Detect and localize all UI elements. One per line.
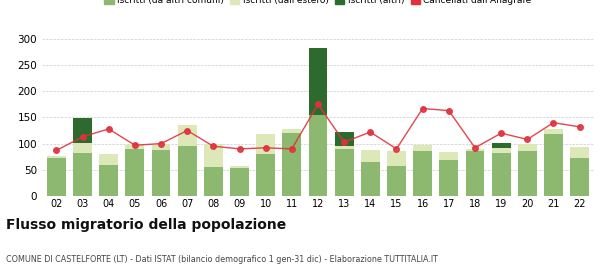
Bar (570, 158, 589, 196)
Bar (518, 144, 537, 151)
Bar (99, 154, 118, 165)
Bar (439, 152, 458, 160)
Bar (492, 143, 511, 148)
Bar (361, 162, 380, 196)
Bar (335, 146, 353, 149)
Bar (204, 167, 223, 196)
Bar (439, 160, 458, 196)
Bar (544, 134, 563, 196)
Bar (47, 158, 66, 196)
Bar (283, 133, 301, 196)
Bar (413, 151, 432, 196)
Bar (178, 146, 197, 196)
Bar (178, 125, 197, 146)
Bar (73, 143, 92, 153)
Bar (152, 144, 170, 150)
Bar (308, 48, 328, 115)
Bar (152, 150, 170, 196)
Bar (387, 165, 406, 196)
Bar (73, 153, 92, 196)
Bar (204, 144, 223, 167)
Bar (47, 156, 66, 158)
Bar (335, 149, 353, 196)
Bar (544, 129, 563, 134)
Bar (492, 153, 511, 196)
Bar (230, 165, 249, 168)
Bar (570, 147, 589, 158)
Text: Flusso migratorio della popolazione: Flusso migratorio della popolazione (6, 218, 286, 232)
Bar (125, 149, 144, 196)
Bar (125, 145, 144, 149)
Bar (256, 154, 275, 196)
Bar (413, 145, 432, 151)
Bar (73, 118, 92, 143)
Bar (308, 115, 328, 196)
Bar (256, 134, 275, 154)
Bar (466, 149, 484, 151)
Bar (466, 151, 484, 196)
Bar (283, 129, 301, 133)
Legend: Iscritti (da altri comuni), Iscritti (dall'estero), Iscritti (altri), Cancellati: Iscritti (da altri comuni), Iscritti (da… (101, 0, 535, 9)
Bar (230, 168, 249, 196)
Bar (387, 151, 406, 165)
Text: COMUNE DI CASTELFORTE (LT) - Dati ISTAT (bilancio demografico 1 gen-31 dic) - El: COMUNE DI CASTELFORTE (LT) - Dati ISTAT … (6, 255, 438, 264)
Bar (361, 150, 380, 162)
Bar (518, 151, 537, 196)
Bar (492, 148, 511, 153)
Bar (335, 132, 353, 146)
Bar (99, 165, 118, 196)
